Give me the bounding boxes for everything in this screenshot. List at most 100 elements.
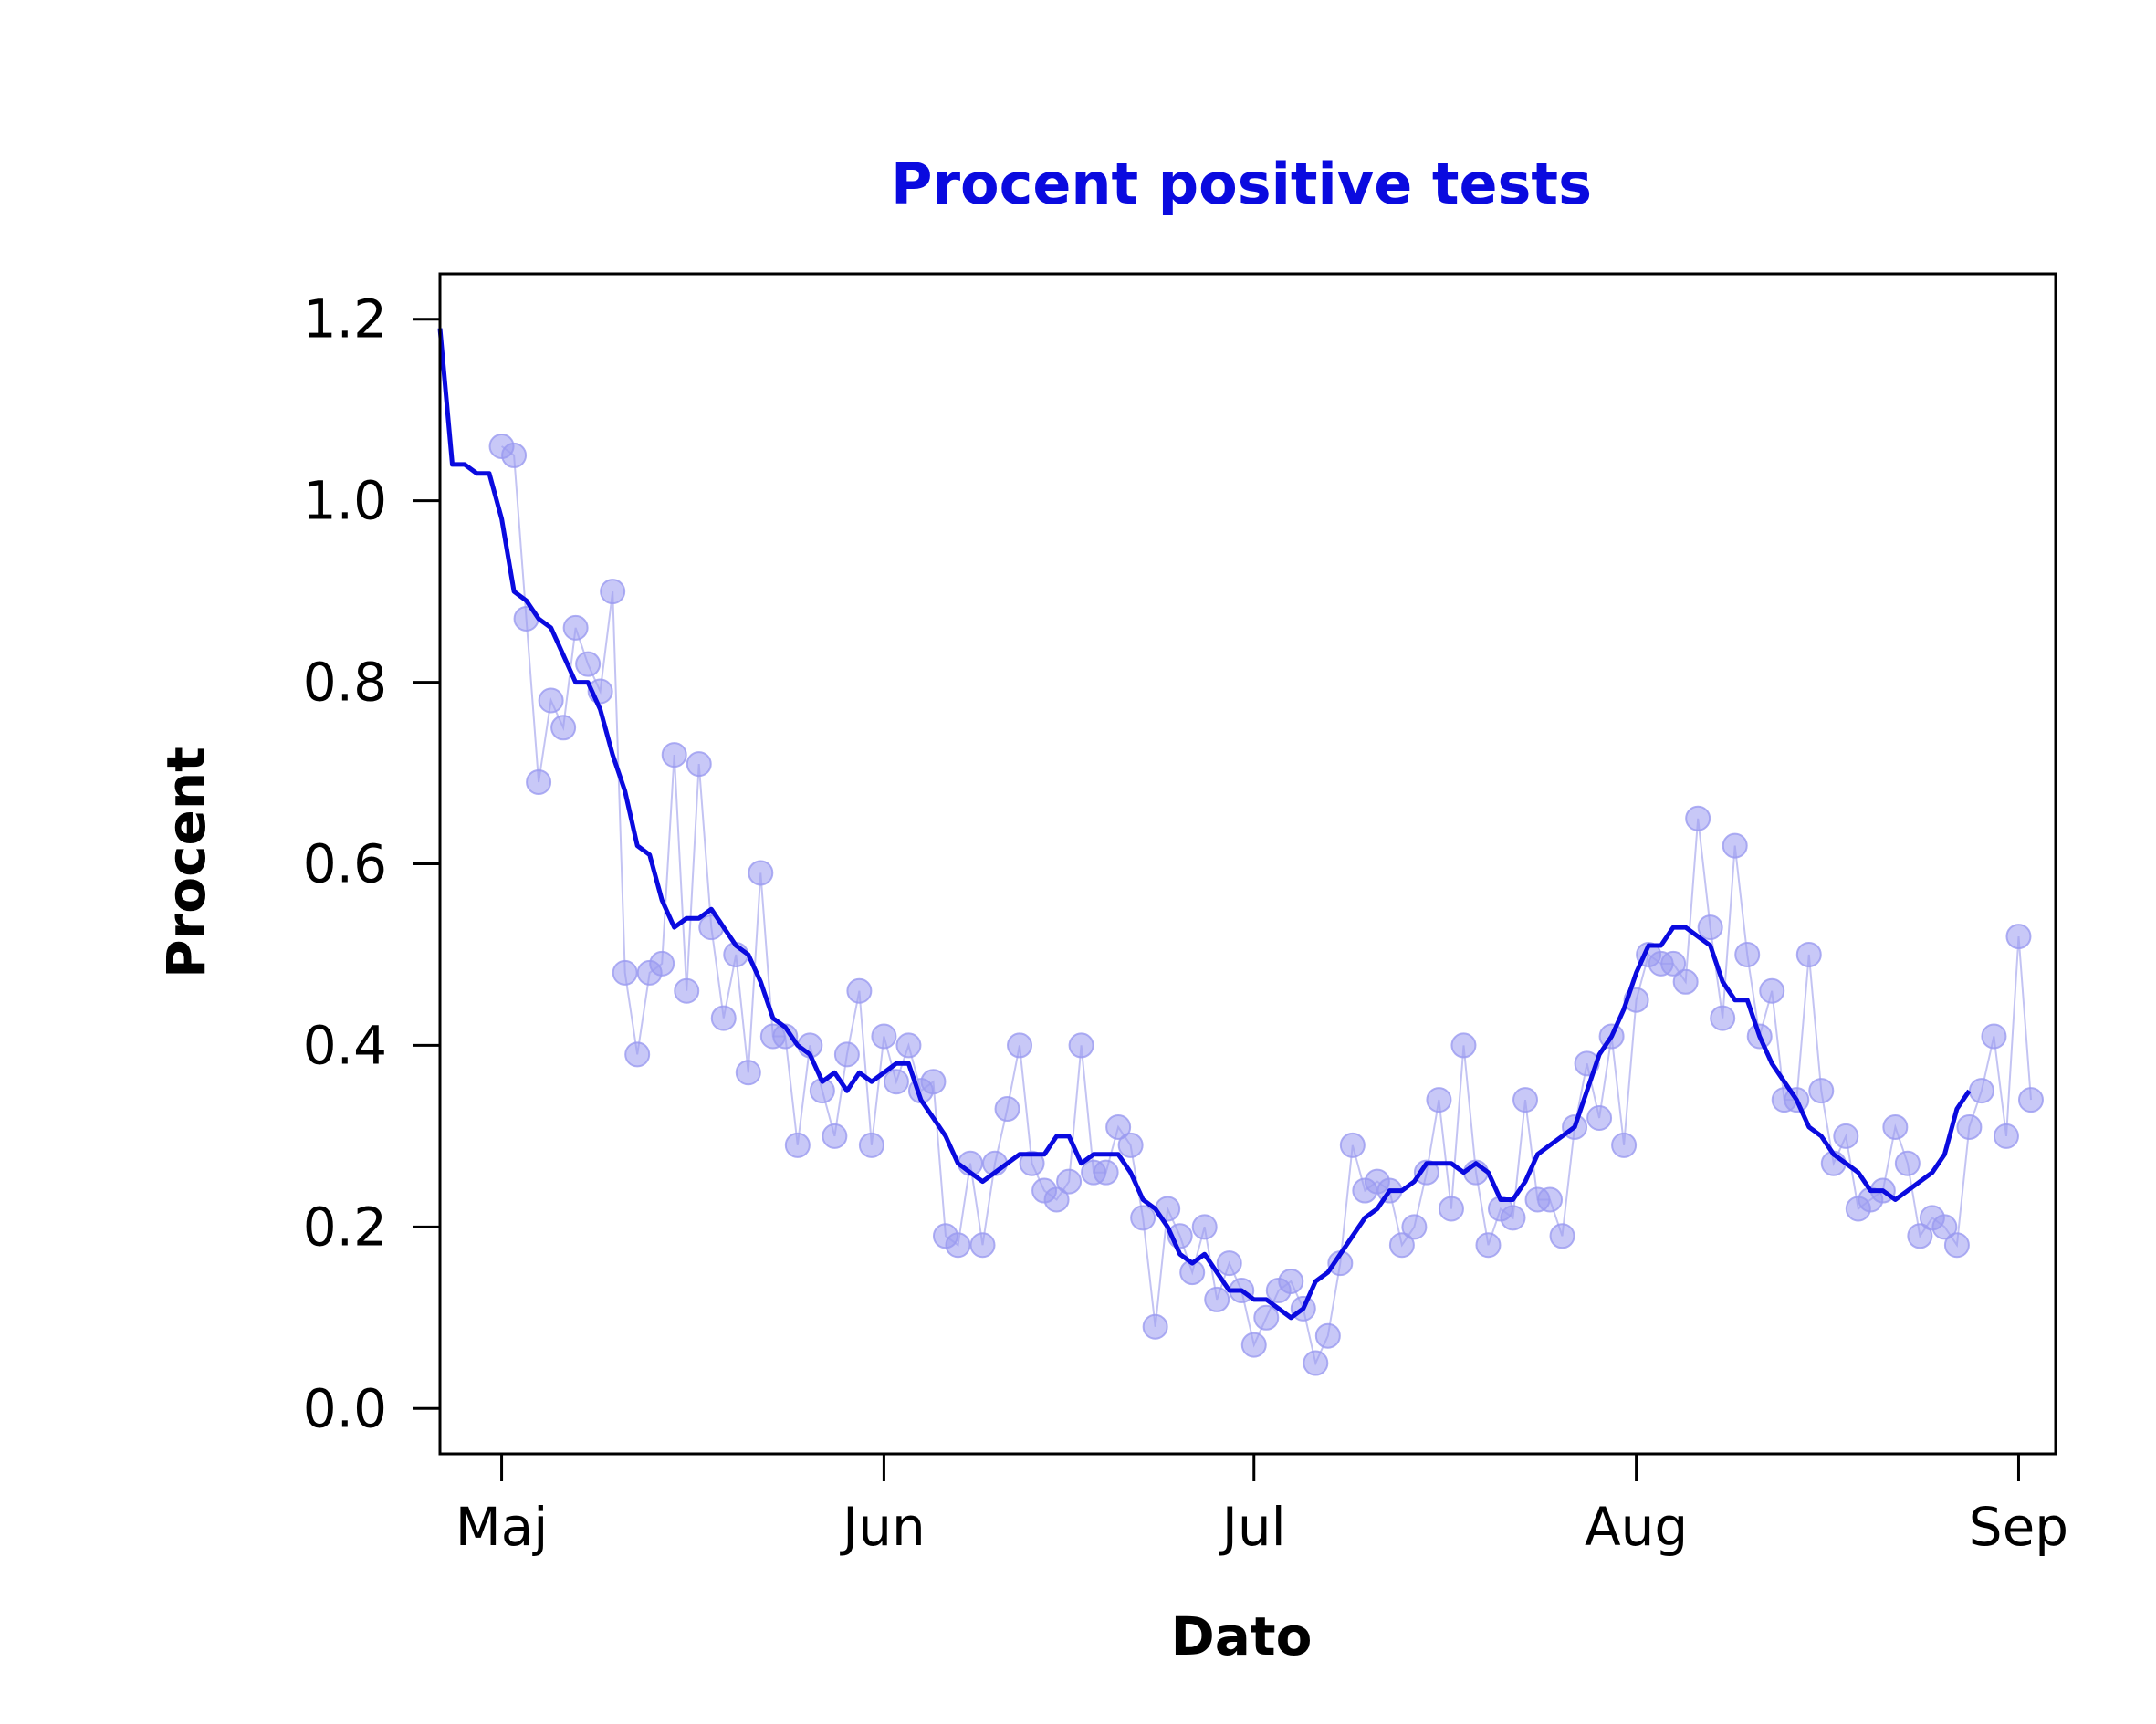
data-point xyxy=(1413,1159,1439,1186)
data-point xyxy=(1882,1113,1909,1140)
data-point xyxy=(1105,1113,1132,1140)
data-point xyxy=(1672,968,1699,995)
x-axis: Maj Jun Jul Aug Sep xyxy=(455,1452,2068,1558)
data-point xyxy=(1943,1232,1970,1259)
data-point xyxy=(686,751,712,778)
data-point xyxy=(1339,1132,1366,1158)
data-point xyxy=(1537,1186,1564,1213)
data-point xyxy=(1993,1123,2019,1149)
data-point xyxy=(649,950,675,977)
x-tick-label: Aug xyxy=(1585,1496,1688,1558)
data-point xyxy=(1968,1078,1994,1104)
data-point xyxy=(1907,1223,1933,1249)
data-point xyxy=(2017,1087,2044,1113)
data-point xyxy=(1500,1205,1526,1231)
data-point xyxy=(612,959,638,986)
chart-title: Procent positive tests xyxy=(891,151,1592,217)
data-point xyxy=(1549,1223,1575,1249)
data-point xyxy=(2005,924,2032,950)
data-point xyxy=(822,1123,848,1149)
data-point xyxy=(624,1041,651,1068)
daily-line-series xyxy=(501,445,2032,1366)
data-point xyxy=(1191,1214,1218,1240)
y-tick-label: 0.8 xyxy=(303,652,387,714)
data-point xyxy=(1710,1005,1736,1031)
data-point xyxy=(1204,1286,1230,1312)
data-point xyxy=(1734,941,1761,967)
data-point xyxy=(1240,1332,1267,1358)
data-point xyxy=(1894,1150,1921,1176)
data-point xyxy=(846,977,873,1004)
data-point xyxy=(1697,914,1723,941)
data-point xyxy=(1253,1304,1280,1331)
daily-line xyxy=(501,445,2032,1366)
data-point xyxy=(1056,1168,1083,1195)
data-point xyxy=(784,1132,811,1158)
data-point xyxy=(1722,832,1748,859)
y-tick-label: 0.4 xyxy=(303,1014,387,1076)
data-point xyxy=(562,614,589,641)
data-point xyxy=(501,442,528,468)
data-point xyxy=(735,1060,761,1086)
data-point xyxy=(1795,941,1822,967)
data-point xyxy=(1808,1078,1835,1104)
data-point xyxy=(1401,1214,1428,1240)
x-axis-title: Dato xyxy=(1171,1605,1313,1667)
data-point xyxy=(1068,1032,1094,1059)
data-point xyxy=(1007,1032,1033,1059)
y-tick-label: 1.2 xyxy=(303,288,387,350)
data-point xyxy=(1759,977,1785,1004)
data-point xyxy=(920,1069,947,1095)
data-point xyxy=(1586,1104,1613,1131)
data-point xyxy=(1660,950,1687,977)
daily-points-series xyxy=(488,433,2044,1376)
data-point xyxy=(1931,1214,1958,1240)
data-point xyxy=(871,1023,897,1050)
data-point xyxy=(1426,1087,1452,1113)
data-point xyxy=(538,687,564,714)
data-point xyxy=(1278,1269,1304,1295)
data-point xyxy=(526,768,552,795)
trend-line xyxy=(437,328,1972,1321)
data-point xyxy=(1314,1322,1341,1349)
data-point xyxy=(748,860,774,886)
data-point xyxy=(1475,1232,1502,1259)
data-point xyxy=(1956,1113,1983,1140)
data-point xyxy=(1450,1032,1477,1059)
data-point xyxy=(1438,1196,1464,1222)
plot-frame xyxy=(438,272,2057,1456)
data-point xyxy=(1043,1186,1070,1213)
y-tick-label: 0.2 xyxy=(303,1196,387,1258)
data-point xyxy=(895,1032,922,1059)
data-point xyxy=(1216,1250,1242,1277)
data-point xyxy=(1685,805,1711,831)
data-point xyxy=(1833,1123,1859,1149)
x-tick-label: Jun xyxy=(840,1496,926,1558)
y-tick-label: 0.0 xyxy=(303,1377,387,1439)
data-point xyxy=(661,742,687,768)
data-point xyxy=(1093,1159,1119,1186)
data-point xyxy=(1388,1232,1415,1259)
data-point xyxy=(1512,1087,1539,1113)
data-point xyxy=(858,1132,884,1158)
x-tick-label: Jul xyxy=(1219,1496,1286,1558)
data-point xyxy=(883,1069,909,1095)
y-axis-title: Procent xyxy=(155,747,217,978)
data-point xyxy=(1117,1132,1144,1158)
y-tick-label: 1.0 xyxy=(303,470,387,532)
x-tick-label: Maj xyxy=(455,1496,549,1558)
data-point xyxy=(1981,1023,2007,1050)
data-point xyxy=(1611,1132,1638,1158)
data-point xyxy=(710,1005,737,1031)
data-point xyxy=(833,1041,860,1068)
y-tick-label: 0.6 xyxy=(303,833,387,895)
data-point xyxy=(1142,1313,1168,1340)
data-point xyxy=(969,1232,996,1259)
data-point xyxy=(575,651,602,677)
data-point xyxy=(1303,1350,1329,1376)
data-point xyxy=(945,1232,971,1259)
data-point xyxy=(1130,1205,1156,1231)
x-tick-label: Sep xyxy=(1969,1496,2068,1558)
data-point xyxy=(994,1096,1020,1123)
